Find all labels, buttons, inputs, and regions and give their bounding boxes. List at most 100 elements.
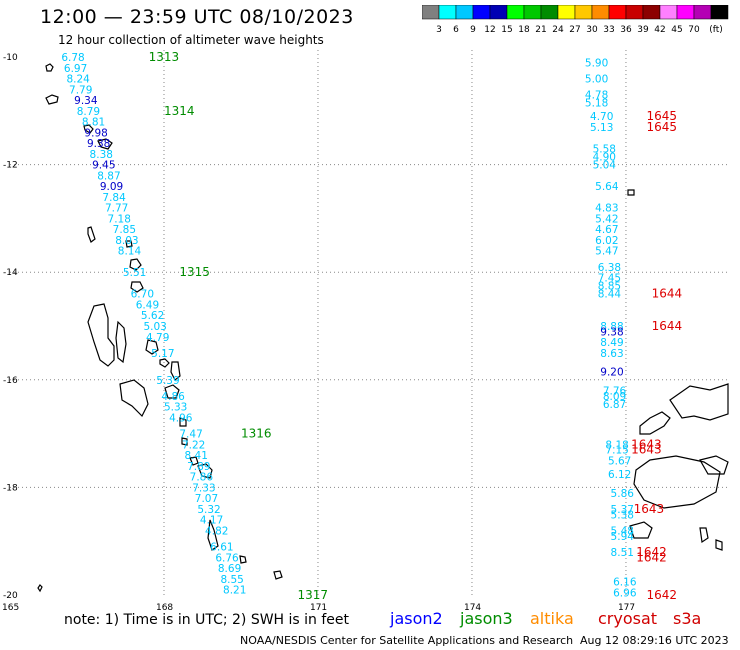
pass-number-label: 1643	[634, 502, 665, 516]
island-outline	[207, 519, 219, 551]
colorbar-tick: 3	[436, 25, 442, 35]
wave-height-value: 5.03	[143, 321, 166, 333]
wave-height-value: 5.47	[595, 246, 618, 258]
island-outline	[87, 226, 96, 243]
island-outline	[715, 539, 723, 551]
wave-height-value: 9.20	[600, 367, 623, 379]
latitude-label: -16	[3, 376, 18, 386]
island-outline	[633, 455, 721, 509]
island-outline	[145, 339, 159, 355]
wave-height-value: 5.13	[590, 122, 613, 134]
wave-height-value: 8.03	[115, 235, 138, 247]
pass-number-label: 1642	[646, 588, 677, 602]
units-note: note: 1) Time is in UTC; 2) SWH is in fe…	[64, 612, 350, 628]
colorbar-tick: 18	[518, 25, 530, 35]
wave-height-value: 9.09	[100, 181, 123, 193]
wave-height-value: 5.17	[151, 348, 174, 360]
colorbar-tick: 27	[569, 25, 580, 35]
wave-height-value: 7.07	[195, 493, 218, 505]
island-outline	[699, 455, 729, 475]
track-west: 6.786.978.247.799.348.798.819.989.388.38…	[61, 50, 328, 602]
wave-height-value: 6.70	[131, 289, 154, 301]
colorbar-tick: 12	[484, 25, 495, 35]
wave-height-value: 5.58	[593, 143, 616, 155]
wave-height-value: 5.64	[595, 181, 619, 193]
wave-height-value: 8.51	[611, 547, 634, 559]
wave-height-value: 4.70	[590, 111, 613, 123]
longitude-label: 168	[156, 603, 173, 613]
island-outline	[97, 138, 113, 150]
wave-height-value: 5.86	[611, 488, 635, 500]
wave-height-value: 9.45	[92, 160, 115, 172]
wave-height-value: 7.45	[598, 273, 621, 285]
island-outline	[627, 189, 635, 196]
latitude-label: -10	[3, 53, 18, 63]
wave-height-value: 5.39	[156, 375, 179, 387]
wave-height-value: 5.67	[608, 456, 631, 468]
wave-height-value: 7.76	[603, 386, 627, 398]
wave-height-value: 4.82	[205, 525, 228, 537]
wave-height-value: 4.78	[585, 90, 608, 102]
wave-height-value: 6.61	[210, 542, 233, 554]
pass-number-label: 1642	[636, 550, 667, 564]
generated-timestamp: Aug 12 08:29:16 UTC 2023	[580, 634, 729, 647]
wave-height-value: 8.55	[220, 574, 243, 586]
wave-height-value: 5.90	[585, 57, 608, 69]
legend-altika: altika	[530, 609, 574, 628]
wave-height-value: 5.42	[595, 213, 618, 225]
colorbar-tick: 15	[501, 25, 512, 35]
pass-number-label: 1316	[241, 427, 272, 441]
wave-height-value: 5.32	[197, 504, 220, 516]
island-outline	[45, 63, 54, 72]
latitude-label: -14	[3, 268, 18, 278]
wave-height-value: 8.79	[77, 106, 100, 118]
island-outline	[699, 527, 709, 544]
pass-number-label: 1315	[179, 265, 210, 279]
wave-height-value: 9.98	[84, 127, 107, 139]
colorbar-tick: 6	[453, 25, 459, 35]
colorbar-tick: 21	[535, 25, 546, 35]
wave-height-value: 8.85	[598, 281, 621, 293]
colorbar-tick: 39	[637, 25, 649, 35]
island-outline	[179, 417, 187, 427]
pass-number-label: 1643	[631, 437, 662, 451]
wave-height-value: 8.41	[185, 450, 208, 462]
wave-height-value: 8.38	[90, 149, 113, 161]
wave-height-value: 6.12	[608, 469, 631, 481]
page-subtitle: 12 hour collection of altimeter wave hei…	[58, 33, 324, 47]
wave-height-value: 8.24	[66, 74, 90, 86]
latitude-label: -12	[3, 161, 18, 171]
colorbar-tick: 70	[688, 25, 700, 35]
wave-height-value: 8.87	[97, 170, 120, 182]
island-outline	[189, 456, 199, 466]
wave-height-value: 6.97	[64, 63, 87, 75]
wave-height-value: 4.83	[595, 203, 618, 215]
pass-number-label: 1645	[646, 120, 677, 134]
wave-height-value: 5.62	[141, 310, 164, 322]
legend-jason3: jason3	[460, 609, 513, 628]
wave-height-value: 7.47	[179, 429, 202, 441]
wave-height-value: 5.33	[164, 402, 187, 414]
wave-height-value: 4.86	[161, 391, 185, 403]
wave-height-value: 4.67	[595, 224, 618, 236]
island-outline	[639, 411, 671, 435]
wave-height-value: 7.84	[102, 192, 126, 204]
latitude-label: -18	[3, 483, 18, 493]
colorbar-tick: 24	[552, 25, 564, 35]
wave-height-value: 7.33	[192, 482, 215, 494]
island-outline	[37, 584, 43, 593]
longitude-label: 171	[310, 603, 327, 613]
pass-number-label: 1313	[149, 50, 180, 64]
wave-height-value: 4.79	[146, 332, 169, 344]
wave-height-value: 8.09	[603, 391, 626, 403]
island-outline	[629, 521, 653, 539]
wave-height-value: 7.85	[113, 224, 136, 236]
wave-height-value: 7.15	[605, 445, 628, 457]
wave-height-value: 8.49	[600, 337, 623, 349]
track-east: 5.90 5.00 4.785.184.705.13 5.584.905.04 5.64…	[585, 57, 682, 602]
wave-height-value: 4.17	[200, 515, 223, 527]
wave-height-value: 7.22	[182, 439, 205, 451]
wave-height-value: 5.38	[611, 509, 634, 521]
pass-number-label: 1645	[646, 109, 677, 123]
